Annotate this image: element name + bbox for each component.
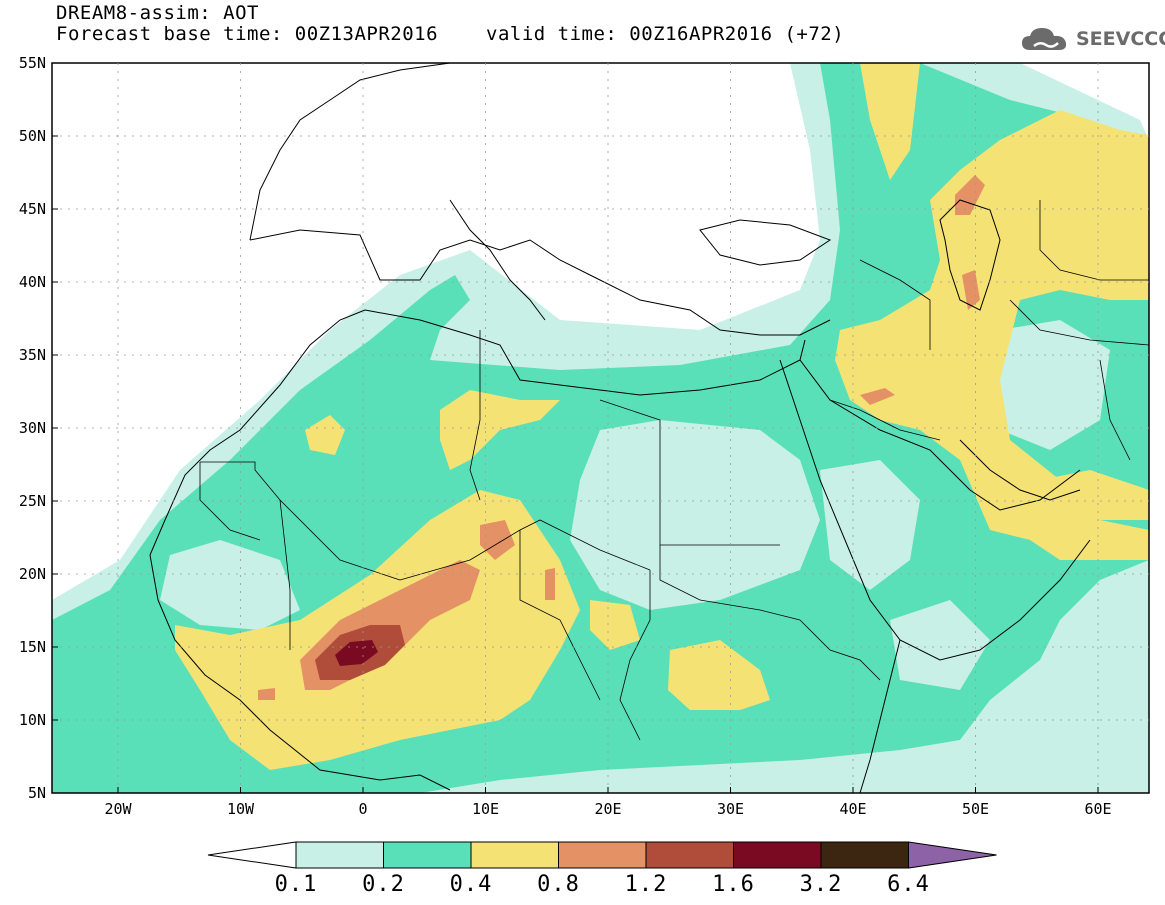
lat-label: 40N (18, 273, 46, 291)
aot-band-0.8-chad (480, 520, 515, 560)
map-title: DREAM8-assim: AOT (56, 2, 259, 24)
aot-band-0.4-middle-east (835, 110, 1149, 560)
lon-label: 60E (1084, 800, 1112, 818)
aot-band-0.8-sudan-strip (545, 568, 555, 600)
lat-label: 45N (18, 200, 46, 218)
colorbar-swatch (558, 841, 647, 869)
aot-band-0.4-central-africa (668, 640, 770, 710)
colorbar-arrow-high (908, 841, 997, 869)
aot-band-0.4-north-algeria (305, 415, 345, 455)
aot-band-0.4-libya (440, 390, 560, 470)
lon-label: 20W (104, 800, 132, 818)
colorbar-swatch (383, 841, 472, 869)
cloud-icon (1022, 28, 1067, 50)
colorbar-label: 0.2 (362, 872, 405, 897)
colorbar-label: 6.4 (887, 872, 930, 897)
colorbar-label: 0.4 (449, 872, 493, 897)
lat-label: 50N (18, 127, 46, 145)
aot-band-0.4-caspian (860, 63, 920, 180)
aot-band-0.8-iraq (860, 388, 895, 405)
seevccc-logo: SEEVCCC (1020, 24, 1165, 54)
lat-label: 5N (27, 784, 46, 802)
country-borders (199, 200, 1149, 741)
colorbar-label: 1.2 (624, 872, 668, 897)
aot-band-0.4-sudan (590, 600, 640, 650)
aot-patch-egypt (570, 420, 820, 610)
aot-patch-east-africa (890, 600, 990, 690)
lon-label: 10W (226, 800, 255, 818)
colorbar-label: 3.2 (799, 872, 843, 897)
lon-label: 0 (358, 800, 368, 818)
aot-band-0.4-gulf (1040, 470, 1149, 520)
lat-label: 30N (18, 419, 46, 437)
logo-text: SEEVCCC (1076, 28, 1165, 50)
aot-field (52, 63, 1149, 793)
lat-label: 20N (18, 565, 46, 583)
forecast-base-time: Forecast base time: 00Z13APR2016 (56, 23, 439, 45)
colorbar-label: 1.6 (712, 872, 755, 897)
grid-lines (52, 63, 1149, 793)
aot-patch-sahara-west (160, 540, 300, 630)
valid-time: valid time: 00Z16APR2016 (+72) (486, 23, 845, 45)
lat-label: 15N (18, 638, 46, 656)
aot-band-0.8-kazakh (955, 175, 985, 215)
lon-label: 50E (961, 800, 990, 818)
colorbar (207, 841, 997, 869)
colorbar-swatch (820, 841, 909, 869)
colorbar-label: 0.8 (537, 872, 580, 897)
coastlines (52, 63, 1091, 793)
aot-band-1.6-core (335, 640, 378, 666)
lon-label: 30E (716, 800, 745, 818)
aot-patch-iran (1000, 320, 1110, 450)
colorbar-label: 0.1 (274, 872, 318, 897)
lon-label: 10E (471, 800, 500, 818)
colorbar-arrow-low (207, 841, 297, 869)
colorbar-swatch (645, 841, 734, 869)
colorbar-swatch (733, 841, 822, 869)
lat-label: 10N (18, 711, 46, 729)
lon-label: 40E (839, 800, 867, 818)
lat-label: 35N (18, 346, 46, 364)
colorbar-swatch (295, 841, 384, 869)
aot-patch-arabia (820, 460, 920, 590)
aot-band-0.8-mali-spot (258, 688, 275, 700)
axis-ticks (52, 62, 1099, 794)
lon-label: 20E (594, 800, 622, 818)
lat-label: 55N (18, 54, 46, 72)
lat-label: 25N (18, 492, 46, 510)
colorbar-swatch (470, 841, 559, 869)
